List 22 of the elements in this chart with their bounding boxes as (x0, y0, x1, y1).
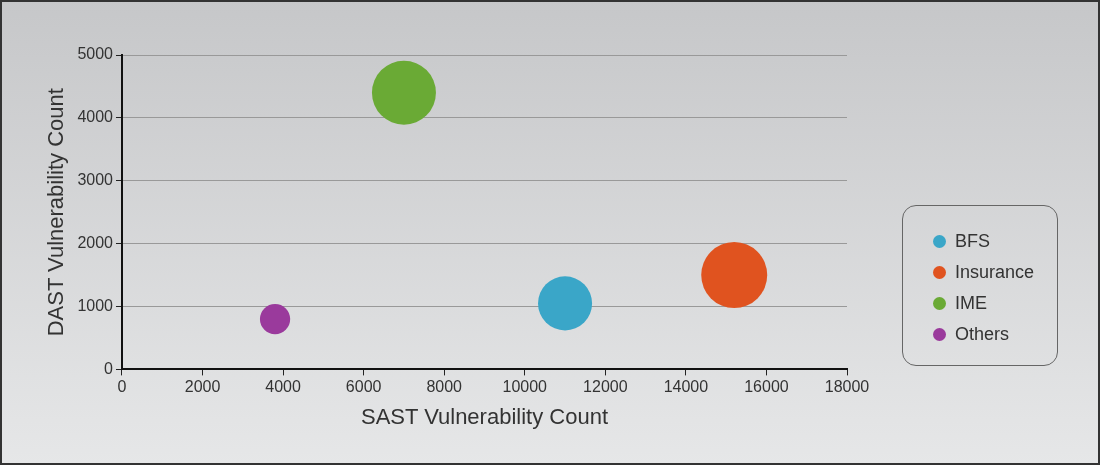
x-tick-label: 16000 (744, 378, 789, 396)
y-tick-label: 2000 (77, 234, 114, 252)
y-axis-title: DAST Vulnerability Count (43, 88, 69, 337)
legend-label: IME (955, 293, 988, 314)
x-tick-label: 8000 (426, 378, 463, 396)
y-tick-label: 5000 (77, 45, 114, 63)
legend-label: Others (955, 324, 1010, 345)
y-tick-label: 1000 (77, 296, 114, 314)
y-tick-label: 4000 (77, 108, 114, 126)
y-tick-label: 3000 (77, 171, 114, 189)
legend-label: Insurance (955, 262, 1035, 283)
x-tick-label: 14000 (663, 378, 709, 396)
x-tick-label: 0 (117, 378, 127, 396)
x-axis-title: SAST Vulnerability Count (360, 403, 609, 429)
x-tick-label: 10000 (502, 378, 548, 396)
x-tick-label: 12000 (583, 378, 628, 396)
y-tick-label: 0 (104, 359, 114, 377)
x-tick-label: 6000 (345, 378, 382, 396)
x-tick-label: 18000 (824, 378, 870, 396)
x-tick-label: 4000 (265, 378, 301, 396)
legend-label: BFS (955, 231, 991, 252)
x-tick-label: 2000 (184, 378, 221, 396)
